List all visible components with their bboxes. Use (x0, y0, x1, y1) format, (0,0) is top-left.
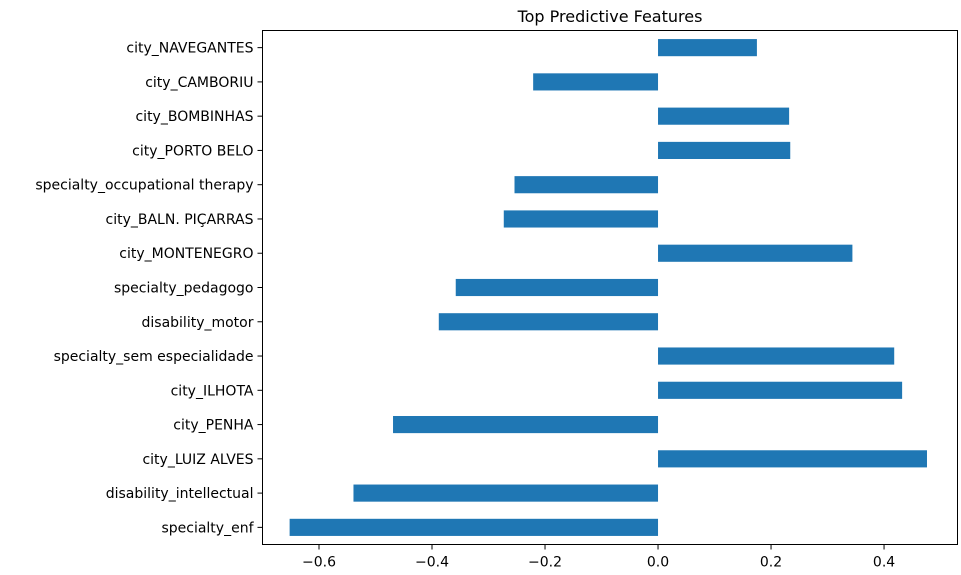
y-tick-label: disability_motor (142, 315, 254, 331)
bar (658, 39, 757, 57)
bars (289, 39, 927, 536)
y-tick-label: city_MONTENEGRO (119, 246, 253, 262)
bar (503, 210, 659, 228)
bar (393, 416, 659, 434)
y-tick-label: city_BOMBINHAS (135, 109, 253, 125)
x-tick-label: 0.4 (873, 555, 895, 571)
bar (289, 518, 659, 536)
bar (658, 107, 790, 125)
x-tick-label: −0.6 (302, 555, 336, 571)
x-tick-label: 0.2 (760, 555, 782, 571)
bar (658, 450, 927, 468)
bar (514, 176, 659, 194)
y-tick-label: specialty_enf (161, 520, 254, 536)
y-tick-label: specialty_pedagogo (114, 281, 254, 297)
y-tick-label: city_CAMBORIU (145, 75, 253, 91)
bar (658, 381, 903, 399)
y-tick-label: disability_intellectual (106, 486, 254, 502)
chart-title: Top Predictive Features (517, 7, 703, 26)
x-tick-label: 0.0 (647, 555, 669, 571)
y-tick-label: city_BALN. PIÇARRAS (106, 212, 254, 228)
y-tick-label: city_NAVEGANTES (126, 41, 253, 57)
bar (658, 244, 853, 262)
y-axis-ticks: city_NAVEGANTES city_CAMBORIU city_BOMBINH… (35, 41, 263, 536)
y-tick-label: city_PORTO BELO (132, 143, 253, 159)
x-axis-ticks: −0.6 −0.4 −0.2 0.0 0.2 0.4 (302, 544, 895, 571)
bar (438, 313, 659, 331)
bar (533, 73, 659, 91)
plot-frame (262, 30, 958, 545)
y-tick-label: specialty_sem especialidade (54, 349, 254, 365)
x-tick-label: −0.4 (415, 555, 449, 571)
x-tick-label: −0.2 (528, 555, 562, 571)
bar (455, 278, 659, 297)
y-tick-label: specialty_occupational therapy (35, 178, 253, 194)
bar (658, 347, 895, 365)
y-tick-label: city_ILHOTA (171, 383, 254, 399)
y-tick-label: city_LUIZ ALVES (142, 452, 253, 468)
bar (353, 484, 659, 502)
y-tick-label: city_PENHA (173, 418, 254, 434)
bar (658, 141, 791, 159)
